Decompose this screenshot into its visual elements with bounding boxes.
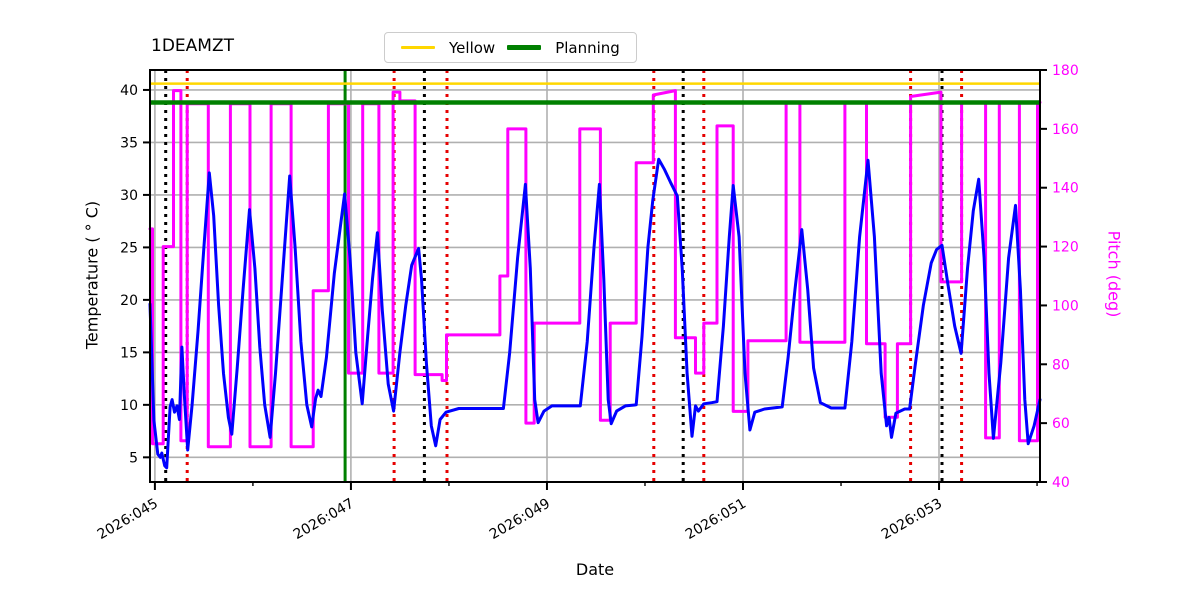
limit-lines (150, 82, 1040, 105)
y-left-tick-label: 15 (120, 345, 138, 361)
plot-frame (149, 69, 1041, 483)
y-right-tick-label: 80 (1052, 357, 1070, 373)
y-left-tick-label: 40 (120, 83, 138, 99)
x-tick-label: 2026:047 (291, 496, 357, 543)
planning-limit-swatch (507, 45, 542, 50)
y-right-tick-label: 120 (1052, 240, 1079, 256)
y-right-tick-label: 160 (1052, 122, 1079, 138)
y-left-tick-label: 10 (120, 398, 138, 414)
legend: Yellow Planning (384, 32, 637, 63)
y-right-tick-label: 60 (1052, 416, 1070, 432)
y-right-tick-label: 140 (1052, 181, 1079, 197)
y-left-tick-label: 5 (129, 450, 138, 466)
y-axis-label-pitch: Pitch (deg) (1104, 230, 1124, 318)
event-lines (164, 70, 964, 482)
x-axis-label: Date (575, 560, 615, 579)
y-left-tick-label: 30 (120, 188, 138, 204)
temperature-line (148, 157, 1042, 470)
legend-label-planning: Planning (555, 38, 620, 57)
page-title: 1DEAMZT (151, 36, 234, 56)
y-left-tick-label: 25 (120, 240, 138, 256)
x-tick-label: 2026:045 (95, 496, 161, 543)
y-left-tick-label: 20 (120, 293, 138, 309)
x-tick-label: 2026:051 (683, 496, 749, 543)
y-right-tick-label: 180 (1052, 63, 1079, 79)
x-tick-label: 2026:049 (487, 496, 553, 543)
legend-label-yellow: Yellow (449, 38, 496, 57)
x-tick-label: 2026:053 (879, 496, 945, 543)
y-right-tick-label: 40 (1052, 475, 1070, 491)
yellow-limit-swatch (401, 46, 435, 49)
data-series (148, 89, 1042, 470)
y-axis-label-temperature: Temperature ( ° C) (82, 200, 102, 350)
y-right-tick-label: 100 (1052, 298, 1079, 314)
y-left-tick-label: 35 (120, 135, 138, 151)
